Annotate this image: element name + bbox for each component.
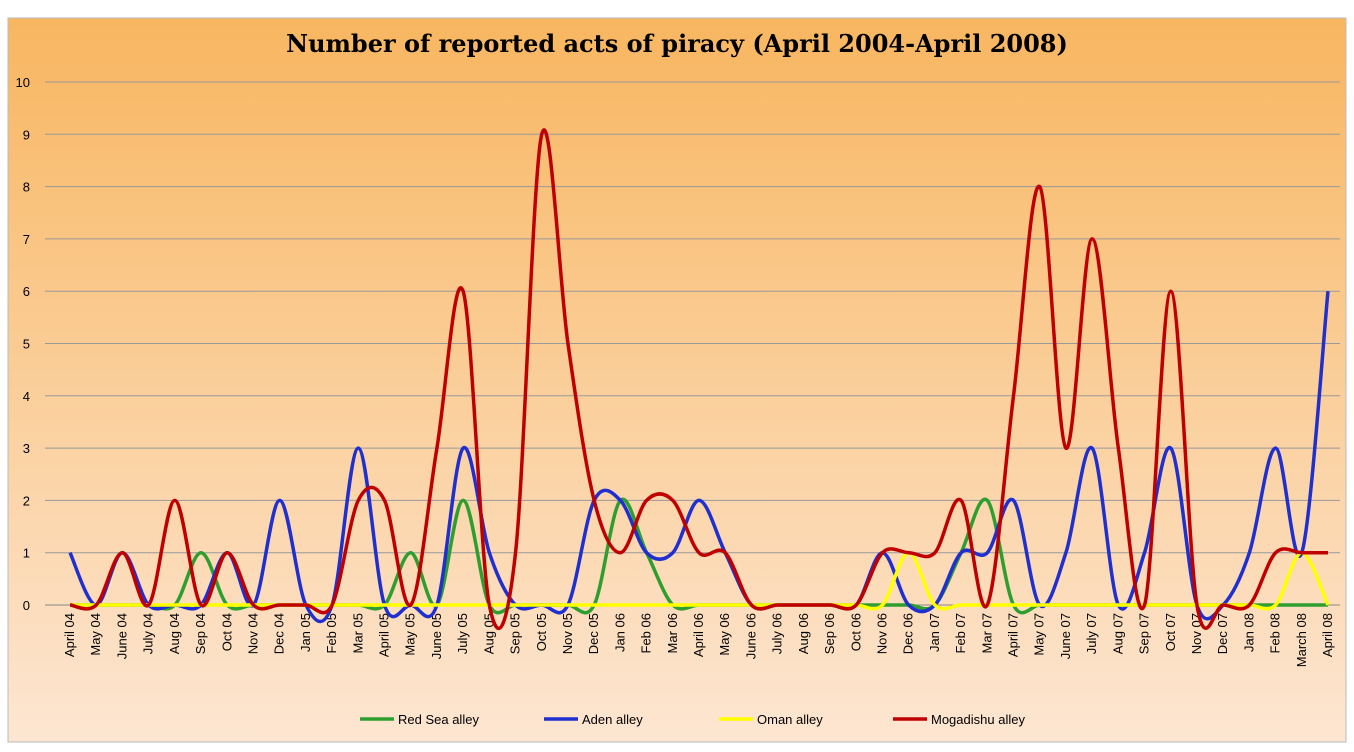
legend-label: Red Sea alley: [398, 712, 479, 727]
x-tick-label: Feb 06: [639, 613, 654, 653]
x-tick-label: May 06: [717, 613, 732, 656]
x-tick-label: May 04: [88, 613, 103, 656]
y-tick-label: 0: [23, 598, 30, 613]
x-tick-label: July 04: [141, 613, 156, 654]
y-tick-label: 1: [23, 546, 30, 561]
x-tick-label: Nov 06: [874, 613, 889, 654]
x-tick-label: Mar 07: [979, 613, 994, 653]
x-tick-label: Aug 06: [796, 613, 811, 654]
x-tick-label: Feb 08: [1268, 613, 1283, 653]
x-tick-label: April 08: [1320, 613, 1335, 657]
x-tick-label: Jan 08: [1241, 613, 1256, 652]
x-tick-label: Dec 07: [1215, 613, 1230, 654]
y-tick-label: 2: [23, 493, 30, 508]
y-tick-label: 6: [23, 284, 30, 299]
x-tick-label: Aug 04: [167, 613, 182, 654]
x-tick-label: Mar 05: [350, 613, 365, 653]
chart-title: Number of reported acts of piracy (April…: [286, 29, 1068, 58]
x-tick-label: Dec 04: [272, 613, 287, 654]
x-tick-label: April 05: [377, 613, 392, 657]
y-tick-label: 8: [23, 180, 30, 195]
series-line: [69, 128, 1328, 630]
chart-background: [7, 17, 1347, 743]
x-tick-label: Nov 07: [1189, 613, 1204, 654]
y-tick-label: 5: [23, 337, 30, 352]
x-tick-label: April 07: [1006, 613, 1021, 657]
x-tick-label: June 04: [114, 613, 129, 659]
x-tick-label: June 07: [1058, 613, 1073, 659]
legend-label: Aden alley: [582, 712, 643, 727]
x-tick-label: April 04: [62, 613, 77, 657]
x-tick-label: Jan 07: [927, 613, 942, 652]
x-tick-label: Nov 05: [560, 613, 575, 654]
x-tick-label: May 05: [403, 613, 418, 656]
y-tick-label: 4: [23, 389, 30, 404]
x-tick-label: Aug 07: [1110, 613, 1125, 654]
x-tick-label: Dec 05: [586, 613, 601, 654]
y-tick-label: 3: [23, 441, 30, 456]
x-tick-label: April 06: [691, 613, 706, 657]
x-tick-label: Sep 06: [822, 613, 837, 654]
x-tick-label: July 05: [455, 613, 470, 654]
x-tick-label: July 06: [770, 613, 785, 654]
x-tick-label: Sep 04: [193, 613, 208, 654]
x-tick-label: Oct 04: [219, 613, 234, 651]
x-tick-label: Oct 05: [534, 613, 549, 651]
x-tick-label: Sep 07: [1137, 613, 1152, 654]
x-tick-label: Dec 06: [901, 613, 916, 654]
x-tick-label: July 07: [1084, 613, 1099, 654]
series-line: [68, 291, 1330, 624]
x-tick-label: Oct 06: [848, 613, 863, 651]
x-tick-label: Jan 05: [298, 613, 313, 652]
x-tick-label: Feb 07: [953, 613, 968, 653]
legend-label: Oman alley: [757, 712, 823, 727]
x-tick-label: March 08: [1294, 613, 1309, 667]
x-tick-label: Feb 05: [324, 613, 339, 653]
x-tick-label: Mar 06: [665, 613, 680, 653]
x-tick-label: June 05: [429, 613, 444, 659]
x-tick-label: Sep 05: [508, 613, 523, 654]
y-tick-label: 10: [16, 75, 30, 90]
x-tick-label: June 06: [743, 613, 758, 659]
x-tick-label: Nov 04: [245, 613, 260, 654]
y-tick-label: 9: [23, 127, 30, 142]
x-tick-label: Oct 07: [1163, 613, 1178, 651]
y-tick-label: 7: [23, 232, 30, 247]
x-tick-label: May 07: [1032, 613, 1047, 656]
legend-label: Mogadishu alley: [931, 712, 1025, 727]
x-tick-label: Jan 06: [612, 613, 627, 652]
